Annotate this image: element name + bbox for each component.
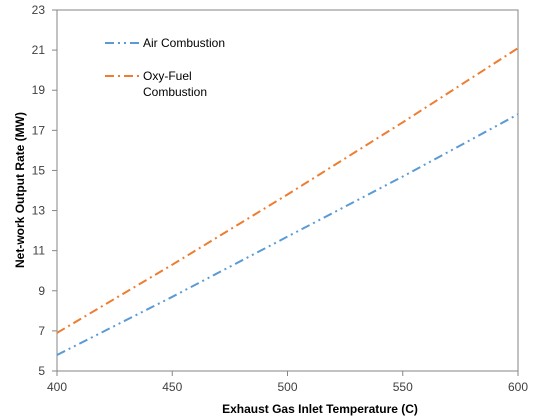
y-tick-label: 17: [32, 123, 46, 137]
y-tick-label: 5: [38, 364, 45, 378]
legend-label-oxy-fuel-combustion: Oxy-Fuel Combustion: [143, 69, 207, 99]
y-tick-label: 9: [38, 284, 45, 298]
y-tick-label: 19: [32, 83, 46, 97]
y-tick-label: 11: [33, 244, 46, 258]
x-tick-label: 450: [162, 380, 182, 394]
x-tick-label: 600: [508, 380, 528, 394]
x-axis-title: Exhaust Gas Inlet Temperature (C): [222, 402, 418, 416]
y-tick-label: 13: [32, 204, 46, 218]
y-tick-label: 15: [32, 163, 46, 177]
series-line-oxy-fuel-combustion: [56, 47, 519, 334]
y-tick-label: 21: [32, 43, 46, 57]
y-axis-title: Net-work Output Rate (MW): [13, 112, 27, 268]
legend-label-air-combustion: Air Combustion: [143, 36, 225, 50]
plot-area-border: [56, 9, 519, 372]
x-tick-label: 500: [277, 380, 297, 394]
x-tick-label: 400: [47, 380, 67, 394]
y-tick-label: 23: [32, 3, 46, 17]
series-line-air-combustion: [56, 113, 519, 356]
y-tick-label: 7: [38, 324, 45, 338]
x-tick-label: 550: [393, 380, 413, 394]
